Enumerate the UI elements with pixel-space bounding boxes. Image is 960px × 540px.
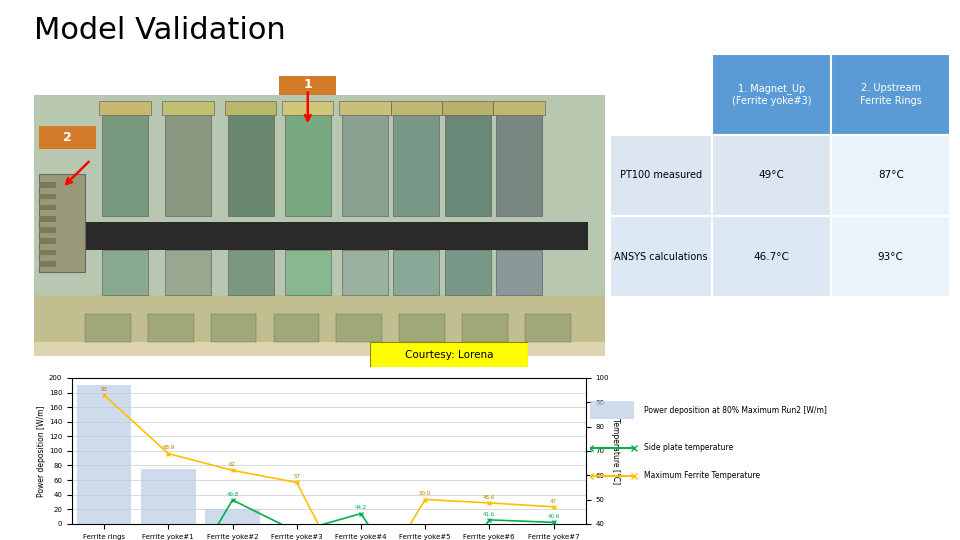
Bar	[228, 109, 274, 216]
Bar	[712, 135, 831, 216]
Bar	[496, 109, 542, 216]
Bar	[712, 54, 831, 135]
Text: 1. Magnet_Up
(Ferrite yoke#3): 1. Magnet_Up (Ferrite yoke#3)	[732, 83, 811, 106]
Bar	[34, 95, 605, 342]
Bar	[210, 314, 256, 342]
Bar	[39, 205, 57, 211]
Bar	[444, 249, 491, 295]
Text: 57: 57	[293, 474, 300, 480]
Text: 49.8: 49.8	[227, 492, 239, 497]
Bar	[99, 101, 151, 115]
Text: 50.0: 50.0	[419, 491, 431, 496]
Bar	[39, 261, 57, 267]
Text: Model Validation: Model Validation	[34, 16, 285, 45]
Text: Power deposition at 80% Maximum Run2 [W/m]: Power deposition at 80% Maximum Run2 [W/…	[644, 406, 828, 415]
Bar	[339, 101, 391, 115]
Bar	[39, 216, 57, 221]
Text: 5.8: 5.8	[0, 539, 1, 540]
Text: 1: 1	[303, 78, 312, 91]
Bar	[285, 249, 330, 295]
Bar	[462, 314, 508, 342]
Text: 4.8: 4.8	[0, 539, 1, 540]
Bar	[342, 249, 388, 295]
Bar	[102, 109, 148, 216]
Text: 49°C: 49°C	[758, 171, 784, 180]
Text: 5.1: 5.1	[0, 539, 1, 540]
Bar	[39, 193, 57, 199]
Text: 36.7: 36.7	[0, 539, 1, 540]
Bar	[394, 109, 439, 216]
Bar	[85, 314, 131, 342]
Bar	[391, 101, 442, 115]
Bar	[336, 314, 382, 342]
Bar	[285, 109, 330, 216]
Text: 5.9: 5.9	[0, 539, 1, 540]
Bar	[205, 509, 260, 524]
Bar	[282, 101, 333, 115]
Text: 93°C: 93°C	[877, 252, 903, 261]
Text: Courtesy: Lorena: Courtesy: Lorena	[404, 350, 493, 360]
Bar	[525, 314, 570, 342]
Text: 93: 93	[101, 387, 108, 392]
Text: 41.6: 41.6	[483, 512, 495, 517]
Bar	[399, 314, 444, 342]
Bar	[228, 249, 274, 295]
Text: 48.6: 48.6	[483, 495, 495, 500]
Bar	[165, 249, 210, 295]
Bar	[712, 216, 831, 297]
Bar	[77, 385, 132, 524]
Text: 2: 2	[63, 131, 72, 144]
Text: 62: 62	[229, 462, 236, 467]
Bar	[39, 239, 57, 244]
Bar	[442, 101, 493, 115]
Text: 40.6: 40.6	[547, 514, 560, 519]
Bar	[444, 109, 491, 216]
Bar	[39, 174, 85, 272]
Bar	[141, 469, 196, 524]
Bar	[831, 135, 950, 216]
Y-axis label: Temperature [°C]: Temperature [°C]	[611, 418, 620, 484]
Bar	[831, 54, 950, 135]
Text: ANSYS calculations: ANSYS calculations	[613, 252, 708, 261]
Bar	[831, 216, 950, 297]
Text: Maximum Ferrite Temperature: Maximum Ferrite Temperature	[644, 471, 760, 480]
Bar	[51, 221, 588, 249]
Text: 87°C: 87°C	[877, 171, 903, 180]
Y-axis label: Power deposition [W/m]: Power deposition [W/m]	[37, 405, 46, 497]
Bar	[496, 249, 542, 295]
Text: 47: 47	[550, 498, 557, 504]
Bar	[342, 109, 388, 216]
Bar	[274, 314, 319, 342]
Text: 44.2: 44.2	[355, 505, 367, 510]
Bar	[590, 401, 634, 419]
Bar	[610, 135, 712, 216]
Text: 46.7°C: 46.7°C	[754, 252, 789, 261]
Text: 68.9: 68.9	[162, 446, 175, 450]
Bar	[148, 314, 194, 342]
Bar	[162, 101, 213, 115]
Bar	[610, 216, 712, 297]
Bar	[39, 227, 57, 233]
Bar	[225, 101, 276, 115]
FancyBboxPatch shape	[39, 126, 96, 149]
FancyBboxPatch shape	[279, 73, 336, 95]
Text: Side plate temperature: Side plate temperature	[644, 443, 733, 453]
Bar	[39, 183, 57, 188]
Text: PT100 measured: PT100 measured	[619, 171, 702, 180]
Bar	[493, 101, 545, 115]
Text: 2. Upstream
Ferrite Rings: 2. Upstream Ferrite Rings	[860, 83, 922, 106]
Bar	[39, 249, 57, 255]
Bar	[102, 249, 148, 295]
Bar	[394, 249, 439, 295]
Bar	[34, 295, 605, 356]
Bar	[165, 109, 210, 216]
